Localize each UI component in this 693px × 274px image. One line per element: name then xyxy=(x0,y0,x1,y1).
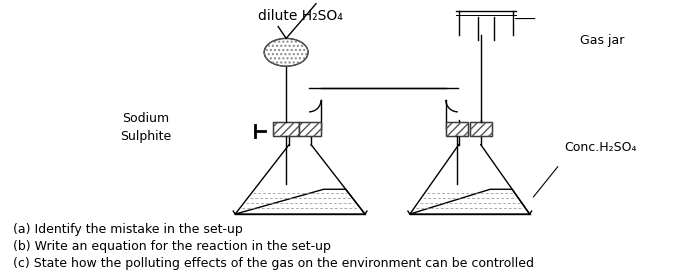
Bar xyxy=(273,122,299,136)
Bar xyxy=(446,122,468,136)
Polygon shape xyxy=(235,189,365,214)
Bar xyxy=(470,122,492,136)
Text: (a) Identify the mistake in the set-up: (a) Identify the mistake in the set-up xyxy=(12,223,243,236)
Bar xyxy=(273,122,299,136)
Ellipse shape xyxy=(264,38,308,66)
Text: Gas jar: Gas jar xyxy=(579,34,624,47)
Text: dilute H₂SO₄: dilute H₂SO₄ xyxy=(258,9,342,23)
Bar xyxy=(470,122,492,136)
Bar xyxy=(299,122,321,136)
Bar xyxy=(299,122,321,136)
Polygon shape xyxy=(410,189,529,214)
Text: (b) Write an equation for the reaction in the set-up: (b) Write an equation for the reaction i… xyxy=(12,240,331,253)
Text: (c) State how the polluting effects of the gas on the environment can be control: (c) State how the polluting effects of t… xyxy=(12,257,534,270)
Text: Sodium
Sulphite: Sodium Sulphite xyxy=(120,112,171,143)
Bar xyxy=(446,122,468,136)
Text: Conc.H₂SO₄: Conc.H₂SO₄ xyxy=(565,141,637,154)
